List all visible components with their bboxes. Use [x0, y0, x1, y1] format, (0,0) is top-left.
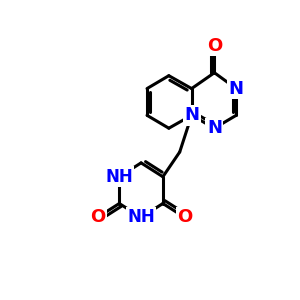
Text: N: N: [207, 119, 222, 137]
Text: O: O: [90, 208, 105, 226]
Text: N: N: [184, 106, 199, 124]
Text: O: O: [207, 37, 222, 55]
Text: N: N: [229, 80, 244, 98]
Text: O: O: [177, 208, 192, 226]
Text: NH: NH: [105, 168, 133, 186]
Text: NH: NH: [127, 208, 155, 226]
